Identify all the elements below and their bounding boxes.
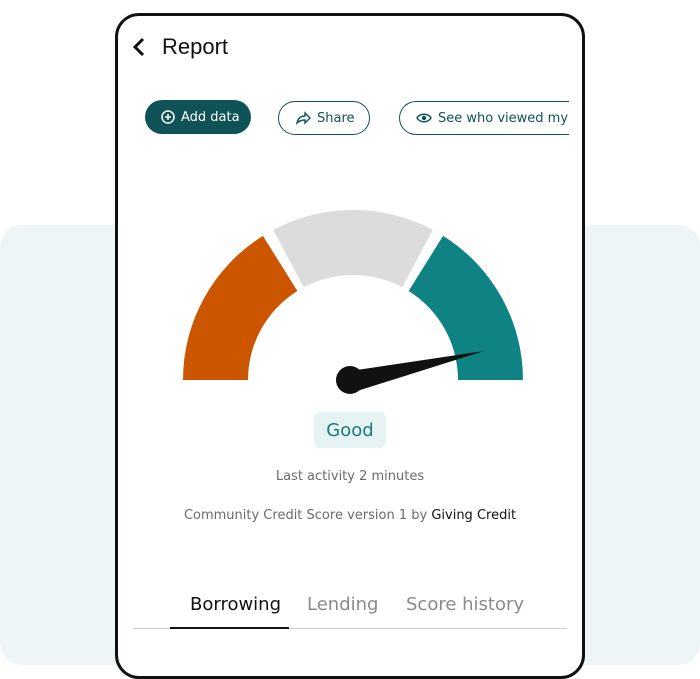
tab[interactable]: Score history — [406, 594, 525, 615]
page: {"header": {"title": "Report"}, "actions… — [0, 13, 700, 679]
gauge-hub — [336, 366, 364, 394]
back-icon[interactable] — [132, 37, 146, 57]
scroll-clip: See who viewed my re — [399, 96, 569, 140]
active-tab-underline — [170, 627, 289, 629]
header: Report — [132, 34, 228, 60]
button-label: See who viewed my re — [438, 110, 569, 126]
gauge-needle — [350, 351, 484, 392]
tab[interactable]: Borrowing — [190, 594, 282, 615]
score-badge: Good — [314, 412, 386, 448]
viewers-button[interactable]: See who viewed my re — [399, 101, 569, 135]
gauge-segment — [273, 210, 433, 288]
phone-frame: Report Add data Share See who viewed my … — [115, 13, 585, 679]
version-line: Community Credit Score version 1 by Givi… — [118, 508, 582, 523]
share-button[interactable]: Share — [278, 101, 370, 135]
gauge — [183, 210, 523, 394]
gauge-segment — [183, 235, 298, 380]
tab[interactable]: Lending — [307, 594, 379, 615]
button-label: Share — [317, 110, 355, 126]
gauge-segment — [408, 235, 523, 380]
last-activity: Last activity 2 minutes — [275, 469, 425, 484]
button-label: Add data — [181, 109, 240, 125]
add-data-button[interactable]: Add data — [145, 100, 251, 134]
version-text: Community Credit Score version 1 by — [183, 508, 428, 523]
header-title: Report — [162, 34, 229, 59]
tab-divider — [133, 628, 567, 629]
provider[interactable]: Giving Credit — [431, 508, 517, 523]
